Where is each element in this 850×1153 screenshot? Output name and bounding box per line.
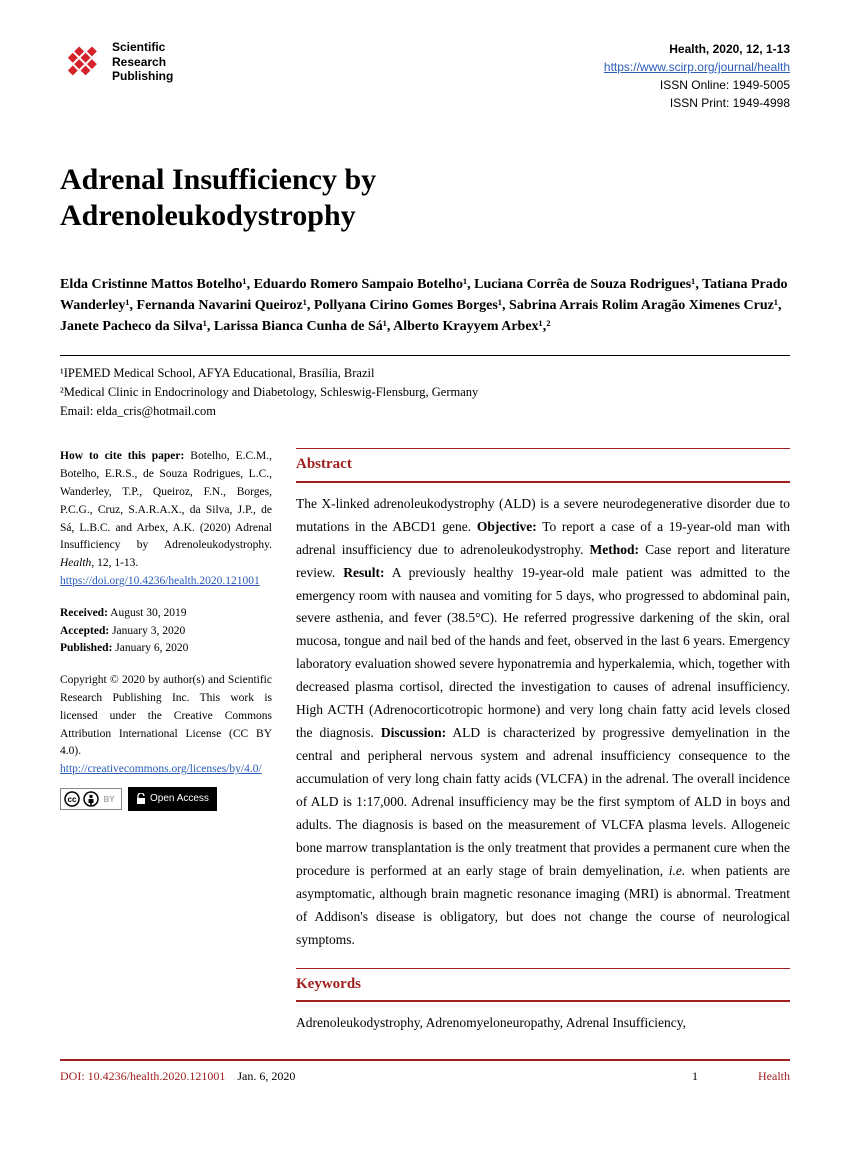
dates-block: Received: August 30, 2019 Accepted: Janu…	[60, 605, 272, 658]
page-footer: DOI: 10.4236/health.2020.121001 Jan. 6, …	[60, 1059, 790, 1085]
result-label: Result:	[343, 565, 384, 580]
method-label: Method:	[590, 542, 640, 557]
objective-label: Objective:	[477, 519, 537, 534]
affiliations: ¹IPEMED Medical School, AFYA Educational…	[60, 355, 790, 420]
license-badges: cc BY Open Access	[60, 787, 272, 811]
open-lock-icon	[136, 793, 146, 805]
cite-text: Botelho, E.C.M., Botelho, E.R.S., de Sou…	[60, 450, 272, 551]
author-email: Email: elda_cris@hotmail.com	[60, 402, 790, 421]
footer-doi: DOI: 10.4236/health.2020.121001	[60, 1069, 225, 1083]
copyright-text: Copyright © 2020 by author(s) and Scient…	[60, 672, 272, 761]
publisher-logo: ScientificResearchPublishing	[60, 40, 173, 84]
sidebar-column: How to cite this paper: Botelho, E.C.M.,…	[60, 448, 272, 1035]
open-access-badge: Open Access	[128, 787, 217, 811]
published-label: Published:	[60, 642, 112, 654]
published-date: January 6, 2020	[115, 642, 188, 654]
cc-by-badge-icon: cc BY	[60, 788, 122, 810]
received-label: Received:	[60, 607, 108, 619]
svg-text:BY: BY	[103, 795, 115, 804]
cite-vol: , 12, 1-13.	[91, 557, 138, 569]
cite-journal: Health	[60, 557, 91, 569]
accepted-label: Accepted:	[60, 625, 109, 637]
title-text: Adrenal Insufficiency by Adrenoleukodyst…	[60, 162, 580, 234]
cite-label: How to cite this paper:	[60, 450, 184, 462]
journal-info: Health, 2020, 12, 1-13 https://www.scirp…	[604, 40, 790, 112]
page-header: ScientificResearchPublishing Health, 202…	[60, 40, 790, 112]
authors-list: Elda Cristinne Mattos Botelho¹, Eduardo …	[60, 274, 790, 337]
open-access-label: Open Access	[150, 791, 209, 807]
main-column: Abstract The X-linked adrenoleukodystrop…	[296, 448, 790, 1035]
affiliation-1: ¹IPEMED Medical School, AFYA Educational…	[60, 364, 790, 383]
footer-page-number: 1	[692, 1067, 698, 1085]
accepted-date: January 3, 2020	[112, 625, 185, 637]
svg-text:cc: cc	[68, 795, 77, 804]
license-link[interactable]: http://creativecommons.org/licenses/by/4…	[60, 763, 262, 775]
doi-link[interactable]: https://doi.org/10.4236/health.2020.1210…	[60, 575, 260, 587]
abstract-body: The X-linked adrenoleukodystrophy (ALD) …	[296, 493, 790, 952]
affiliation-2: ²Medical Clinic in Endocrinology and Dia…	[60, 383, 790, 402]
keywords-body: Adrenoleukodystrophy, Adrenomyeloneuropa…	[296, 1012, 790, 1035]
issn-print: ISSN Print: 1949-4998	[604, 94, 790, 112]
footer-journal-name: Health	[758, 1067, 790, 1085]
ie-italic: i.e.	[669, 863, 686, 878]
paper-title: Adrenal Insufficiency by Adrenoleukodyst…	[60, 162, 790, 234]
discussion-text: ALD is characterized by progressive demy…	[296, 725, 790, 878]
journal-reference: Health, 2020, 12, 1-13	[604, 40, 790, 58]
publisher-name: ScientificResearchPublishing	[112, 40, 173, 83]
journal-url-link[interactable]: https://www.scirp.org/journal/health	[604, 60, 790, 74]
received-date: August 30, 2019	[110, 607, 186, 619]
result-text: A previously healthy 19-year-old male pa…	[296, 565, 790, 741]
keywords-heading: Keywords	[296, 968, 790, 1003]
citation-block: How to cite this paper: Botelho, E.C.M.,…	[60, 448, 272, 591]
footer-date: Jan. 6, 2020	[237, 1069, 295, 1083]
discussion-label: Discussion:	[381, 725, 446, 740]
copyright-block: Copyright © 2020 by author(s) and Scient…	[60, 672, 272, 779]
srp-logo-icon	[60, 40, 104, 84]
abstract-heading: Abstract	[296, 448, 790, 483]
issn-online: ISSN Online: 1949-5005	[604, 76, 790, 94]
